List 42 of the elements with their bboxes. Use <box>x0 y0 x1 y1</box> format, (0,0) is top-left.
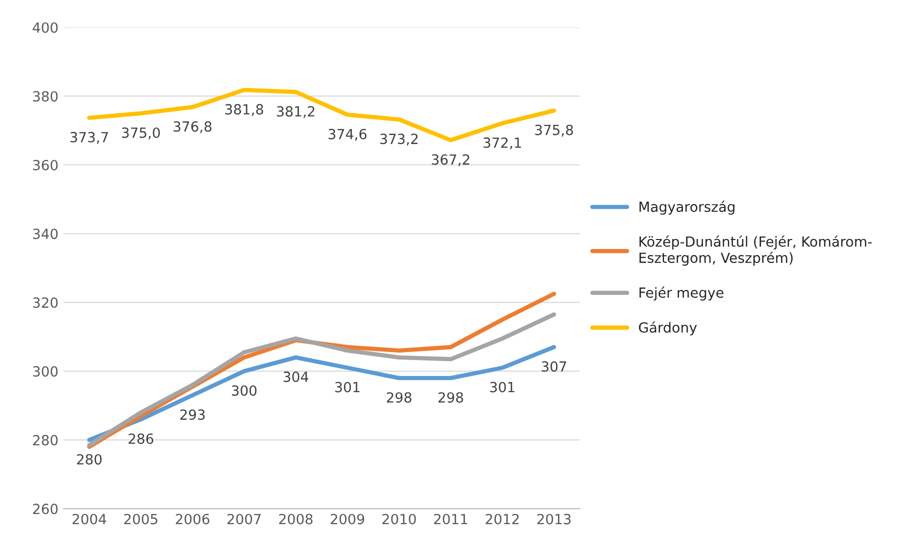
y-tick-label: 280 <box>33 434 58 446</box>
x-tick-label: 2006 <box>176 514 210 524</box>
x-tick-label: 2013 <box>537 514 571 524</box>
data-label: 372,1 <box>484 137 521 150</box>
data-label: 293 <box>180 409 205 420</box>
x-tick-label: 2007 <box>228 514 261 524</box>
data-label: 367,2 <box>432 154 470 166</box>
x-tick-label: 2008 <box>279 514 313 524</box>
x-tick-label: 2004 <box>72 514 106 524</box>
data-label: 307 <box>542 361 566 372</box>
legend-label: Közép-Dunántúl (Fejér, Komárom- Esztergom, Veszprém) <box>640 236 872 266</box>
data-label: 373,2 <box>380 134 418 146</box>
data-label: 286 <box>128 433 154 444</box>
y-tick-label: 320 <box>33 297 58 308</box>
data-label: 298 <box>386 392 412 403</box>
data-label: 300 <box>232 385 256 396</box>
x-tick-label: 2005 <box>124 514 158 524</box>
data-label: 280 <box>77 454 102 465</box>
y-tick-label: 300 <box>33 366 58 377</box>
legend-label: Magyarország <box>640 200 734 215</box>
data-label: 301 <box>490 382 514 392</box>
x-tick-label: 2009 <box>330 514 364 524</box>
x-tick-label: 2012 <box>486 514 519 524</box>
x-tick-label: 2010 <box>382 514 416 524</box>
legend-label: Fejér megye <box>640 286 724 301</box>
data-label: 375,0 <box>122 127 160 140</box>
data-label: 381,8 <box>225 104 264 116</box>
data-label: 375,8 <box>535 124 573 137</box>
data-label: 381,2 <box>276 106 314 118</box>
data-label: 376,8 <box>174 121 212 134</box>
x-tick-label: 2011 <box>434 514 468 524</box>
data-label: 298 <box>438 392 464 403</box>
data-label: 373,7 <box>70 132 108 144</box>
data-label: 304 <box>284 372 308 382</box>
y-tick-label: 380 <box>33 91 58 102</box>
legend-label: Gárdony <box>638 321 697 336</box>
y-tick-label: 400 <box>32 22 58 33</box>
y-tick-label: 360 <box>33 160 58 170</box>
y-tick-label: 260 <box>33 504 58 514</box>
data-label: 374,6 <box>328 128 366 141</box>
data-label: 301 <box>335 382 360 392</box>
y-tick-label: 340 <box>33 228 58 240</box>
